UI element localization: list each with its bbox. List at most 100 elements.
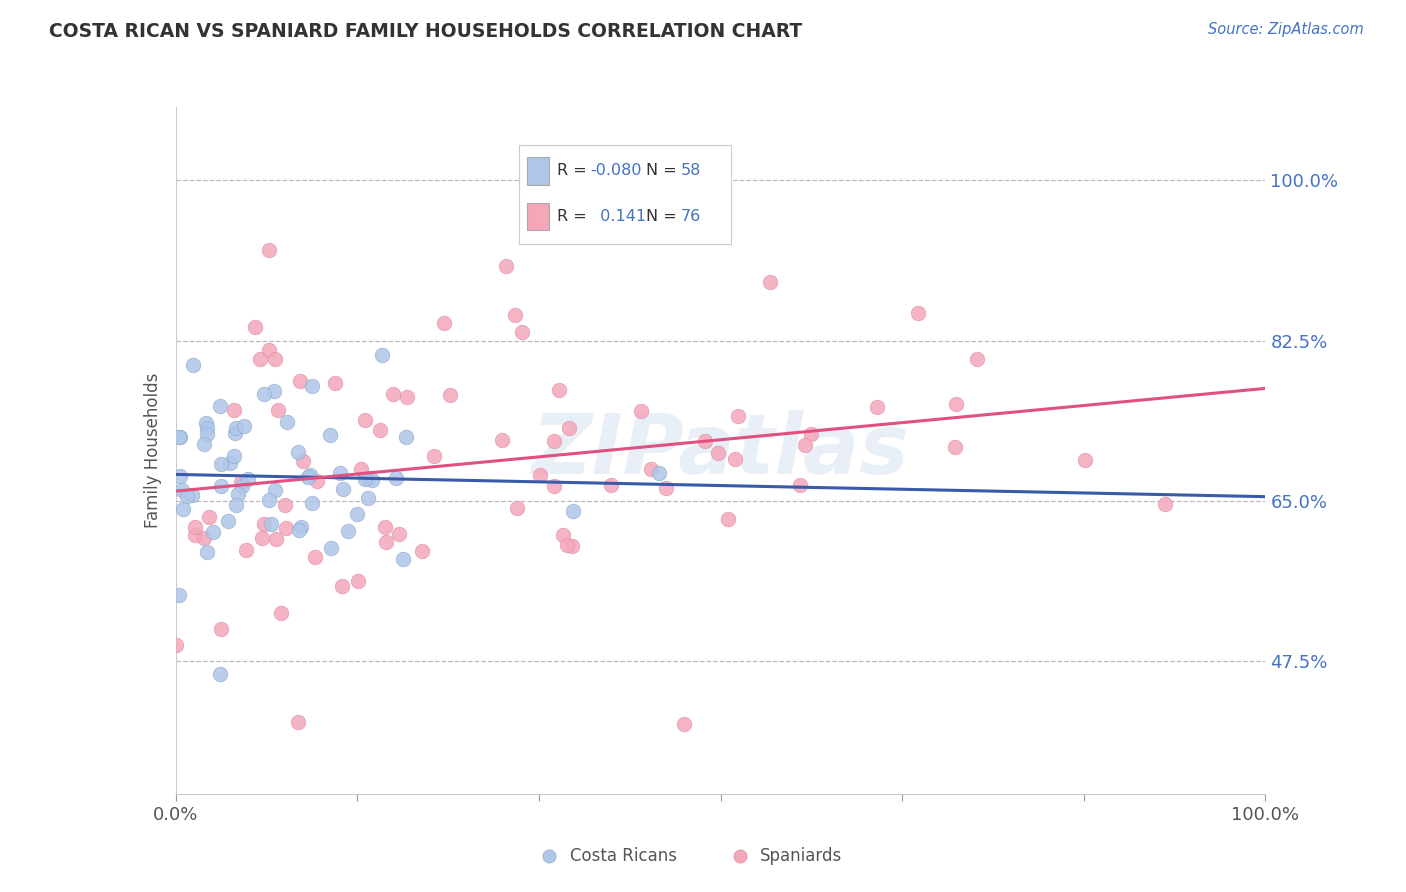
Point: [301, 378, 323, 392]
Point: [561, 539, 583, 553]
Point: [396, 390, 419, 404]
Text: Costa Ricans: Costa Ricans: [569, 847, 676, 865]
Point: [392, 551, 415, 566]
Point: [201, 524, 224, 539]
Text: 0.141: 0.141: [591, 209, 647, 224]
Point: [543, 479, 565, 493]
Point: [290, 374, 312, 388]
Point: [943, 440, 966, 454]
Point: [800, 426, 823, 441]
Text: N =: N =: [647, 209, 682, 224]
Point: [297, 470, 319, 484]
Point: [491, 433, 513, 447]
Point: [181, 359, 204, 373]
Point: [222, 450, 245, 464]
Point: [672, 717, 695, 731]
Point: [318, 427, 340, 442]
Point: [232, 419, 254, 434]
Point: [264, 533, 287, 547]
Point: [562, 504, 585, 518]
Point: [197, 510, 219, 524]
Point: [640, 462, 662, 476]
Point: [211, 457, 233, 471]
Point: [217, 515, 239, 529]
Text: ZIPatlas: ZIPatlas: [531, 410, 910, 491]
Point: [193, 531, 215, 545]
Text: Spaniards: Spaniards: [759, 847, 842, 865]
Point: [357, 470, 380, 484]
Point: [551, 528, 574, 542]
Text: N =: N =: [647, 162, 682, 178]
Point: [169, 430, 191, 444]
Point: [439, 388, 461, 402]
Point: [357, 491, 380, 505]
Point: [301, 496, 323, 510]
Point: [543, 434, 565, 448]
Point: [347, 574, 370, 589]
Point: [630, 404, 652, 418]
Point: [195, 426, 218, 441]
Point: [226, 487, 249, 501]
Point: [384, 471, 406, 485]
Point: [249, 352, 271, 367]
Point: [287, 714, 309, 729]
Point: [661, 224, 683, 238]
Point: [218, 456, 240, 470]
Point: [370, 423, 392, 437]
Point: [374, 519, 396, 533]
Point: [224, 425, 246, 440]
Point: [193, 437, 215, 451]
Point: [793, 438, 815, 452]
Point: [304, 549, 326, 564]
Point: [529, 467, 551, 482]
Point: [538, 849, 561, 863]
Point: [337, 524, 360, 538]
Point: [165, 638, 187, 652]
Text: COSTA RICAN VS SPANIARD FAMILY HOUSEHOLDS CORRELATION CHART: COSTA RICAN VS SPANIARD FAMILY HOUSEHOLD…: [49, 22, 803, 41]
Point: [287, 445, 309, 459]
Point: [503, 309, 526, 323]
Point: [695, 434, 717, 448]
Text: R =: R =: [557, 162, 592, 178]
Point: [290, 519, 312, 533]
Point: [411, 543, 433, 558]
Point: [257, 343, 280, 358]
Point: [353, 413, 375, 427]
Point: [423, 450, 446, 464]
Point: [600, 478, 623, 492]
Point: [167, 430, 190, 444]
Point: [276, 415, 298, 429]
Point: [371, 348, 394, 362]
Point: [195, 545, 218, 559]
Point: [250, 531, 273, 545]
Point: [181, 488, 204, 502]
Point: [172, 483, 194, 498]
Point: [253, 516, 276, 531]
Point: [209, 478, 232, 492]
Point: [759, 276, 782, 290]
Point: [225, 421, 247, 435]
Text: 76: 76: [681, 209, 700, 224]
Point: [354, 472, 377, 486]
Point: [329, 466, 352, 480]
Point: [263, 351, 285, 366]
Point: [224, 403, 246, 417]
Point: [907, 306, 929, 320]
Point: [238, 472, 260, 486]
Point: [558, 421, 581, 435]
Point: [298, 468, 321, 483]
Point: [724, 452, 747, 467]
Point: [728, 849, 751, 863]
Point: [332, 483, 354, 497]
Point: [260, 516, 283, 531]
Point: [548, 383, 571, 397]
Point: [208, 399, 231, 413]
FancyBboxPatch shape: [527, 202, 548, 230]
Point: [307, 475, 329, 489]
Point: [194, 416, 217, 430]
Point: [330, 579, 353, 593]
Point: [510, 325, 533, 339]
Point: [381, 387, 404, 401]
Point: [395, 430, 418, 444]
Point: [267, 402, 290, 417]
